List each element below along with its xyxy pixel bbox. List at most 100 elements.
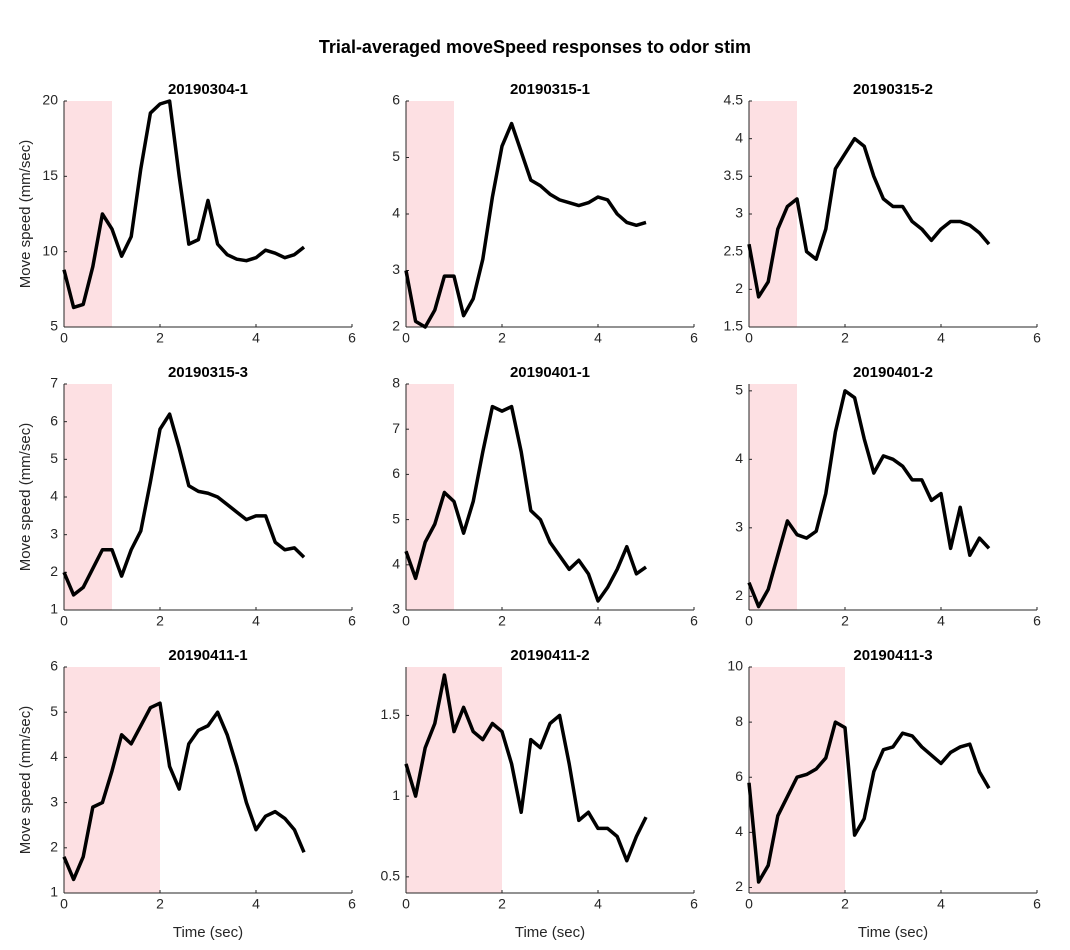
- y-tick-label: 4: [735, 450, 743, 466]
- stim-region: [406, 667, 502, 893]
- y-tick-label: 4: [50, 748, 58, 764]
- data-line: [404, 673, 648, 863]
- x-tick-label: 6: [690, 896, 698, 912]
- y-tick-label: 6: [50, 412, 58, 428]
- subplot-title: 20190315-2: [853, 81, 933, 98]
- x-axis-label: Time (sec): [858, 924, 928, 941]
- x-tick-label: 4: [252, 896, 260, 912]
- y-tick-label: 2: [735, 878, 743, 894]
- x-tick-label: 6: [1033, 613, 1041, 629]
- y-tick-label: 5: [392, 510, 400, 526]
- y-tick-label: 3: [392, 261, 400, 277]
- subplot-title: 20190401-1: [510, 364, 590, 381]
- x-tick-label: 2: [156, 613, 164, 629]
- data-line: [404, 404, 648, 603]
- y-tick-label: 5: [735, 382, 743, 398]
- y-axis-label: Move speed (mm/sec): [17, 706, 34, 854]
- subplot: 0 2 4 6 0.5 1 1.5 20190411-2 Time (sec): [381, 647, 699, 941]
- x-tick-label: 4: [594, 613, 602, 629]
- y-tick-label: 6: [392, 92, 400, 108]
- y-tick-label: 4: [392, 556, 400, 572]
- x-tick-label: 0: [60, 330, 68, 346]
- y-tick-label: 1: [50, 601, 58, 617]
- y-tick-label: 3: [50, 525, 58, 541]
- x-axis-label: Time (sec): [515, 924, 585, 941]
- x-tick-label: 0: [745, 613, 753, 629]
- x-tick-label: 2: [841, 896, 849, 912]
- y-tick-label: 3.5: [724, 167, 744, 183]
- y-tick-label: 4: [50, 488, 58, 504]
- figure-title: Trial-averaged moveSpeed responses to od…: [319, 37, 751, 57]
- data-line: [747, 136, 991, 299]
- y-tick-label: 4.5: [724, 92, 744, 108]
- data-line: [62, 412, 306, 597]
- x-tick-label: 4: [594, 896, 602, 912]
- subplot: 0 2 4 6 5 10 15 20 20190304-1 Move speed (mm/sec): [17, 81, 356, 346]
- x-tick-label: 2: [498, 330, 506, 346]
- data-line: [62, 701, 306, 882]
- y-tick-label: 8: [735, 713, 743, 729]
- subplot-title: 20190315-3: [168, 364, 248, 381]
- y-tick-label: 10: [727, 658, 743, 674]
- data-line: [747, 389, 991, 609]
- y-tick-label: 2: [392, 318, 400, 334]
- y-tick-label: 2.5: [724, 242, 744, 258]
- subplot: 0 2 4 6 1 2 3 4 5 6 7 20190315-3 Move speed (mm/sec): [17, 364, 356, 629]
- y-tick-label: 5: [50, 450, 58, 466]
- x-tick-label: 0: [745, 330, 753, 346]
- y-axis-label: Move speed (mm/sec): [17, 423, 34, 571]
- y-tick-label: 15: [42, 167, 58, 183]
- subplot: 0 2 4 6 1.5 2 2.5 3 3.5 4 4.5 20190315-2: [724, 81, 1042, 346]
- y-tick-label: 1.5: [724, 318, 744, 334]
- data-line: [404, 121, 647, 329]
- x-tick-label: 2: [841, 613, 849, 629]
- x-tick-label: 6: [690, 613, 698, 629]
- x-tick-label: 0: [60, 896, 68, 912]
- y-tick-label: 4: [392, 205, 400, 221]
- subplot-title: 20190411-3: [853, 647, 932, 664]
- stim-region: [406, 101, 454, 327]
- y-tick-label: 1: [50, 884, 58, 900]
- y-tick-label: 2: [50, 563, 58, 579]
- x-tick-label: 4: [252, 330, 260, 346]
- x-tick-label: 2: [841, 330, 849, 346]
- subplot: 0 2 4 6 3 4 5 6 7 8 20190401-1: [392, 364, 698, 629]
- x-tick-label: 2: [156, 330, 164, 346]
- x-tick-label: 6: [348, 330, 356, 346]
- x-tick-label: 4: [252, 613, 260, 629]
- y-tick-label: 7: [392, 420, 400, 436]
- x-tick-label: 4: [937, 613, 945, 629]
- x-tick-label: 0: [745, 896, 753, 912]
- x-tick-label: 0: [402, 330, 410, 346]
- subplot: 0 2 4 6 1 2 3 4 5 6 20190411-1 Move speed (mm/sec) T…: [17, 647, 356, 941]
- x-tick-label: 6: [1033, 896, 1041, 912]
- x-tick-label: 4: [594, 330, 602, 346]
- x-tick-label: 6: [1033, 330, 1041, 346]
- x-tick-label: 0: [402, 613, 410, 629]
- y-tick-label: 3: [50, 793, 58, 809]
- x-tick-label: 2: [498, 896, 506, 912]
- y-tick-label: 3: [392, 601, 400, 617]
- y-tick-label: 1: [392, 787, 400, 803]
- y-tick-label: 2: [50, 839, 58, 855]
- y-tick-label: 3: [735, 205, 743, 221]
- x-tick-label: 6: [348, 896, 356, 912]
- data-line: [62, 99, 306, 310]
- y-tick-label: 10: [42, 242, 58, 258]
- x-tick-label: 2: [156, 896, 164, 912]
- x-tick-label: 6: [690, 330, 698, 346]
- y-tick-label: 2: [735, 587, 743, 603]
- y-tick-label: 0.5: [381, 868, 401, 884]
- y-tick-label: 4: [735, 129, 743, 145]
- subplot-title: 20190315-1: [510, 81, 590, 98]
- x-tick-label: 4: [937, 330, 945, 346]
- subplot-title: 20190411-2: [510, 647, 589, 664]
- subplot-title: 20190304-1: [168, 81, 248, 98]
- y-tick-label: 6: [50, 658, 58, 674]
- y-tick-label: 4: [735, 823, 743, 839]
- stim-region: [64, 667, 160, 893]
